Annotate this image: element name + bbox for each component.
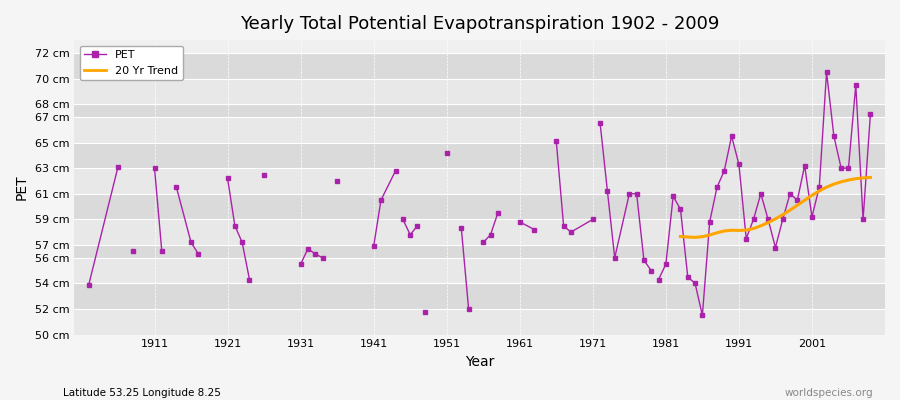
Bar (74, 245, 885, 258)
Bar (74, 309, 885, 334)
Title: Yearly Total Potential Evapotranspiration 1902 - 2009: Yearly Total Potential Evapotranspiratio… (240, 15, 719, 33)
Bar (74, 104, 885, 117)
Bar (74, 117, 885, 142)
Y-axis label: PET: PET (15, 174, 29, 200)
Bar (74, 53, 885, 78)
Bar (74, 219, 885, 245)
Legend: PET, 20 Yr Trend: PET, 20 Yr Trend (80, 46, 183, 80)
Bar (74, 142, 885, 168)
Bar (74, 283, 885, 309)
Text: worldspecies.org: worldspecies.org (785, 388, 873, 398)
X-axis label: Year: Year (465, 355, 494, 369)
Bar (74, 258, 885, 283)
Bar (74, 78, 885, 104)
Bar (74, 194, 885, 219)
Text: Latitude 53.25 Longitude 8.25: Latitude 53.25 Longitude 8.25 (63, 388, 220, 398)
Bar (74, 168, 885, 194)
